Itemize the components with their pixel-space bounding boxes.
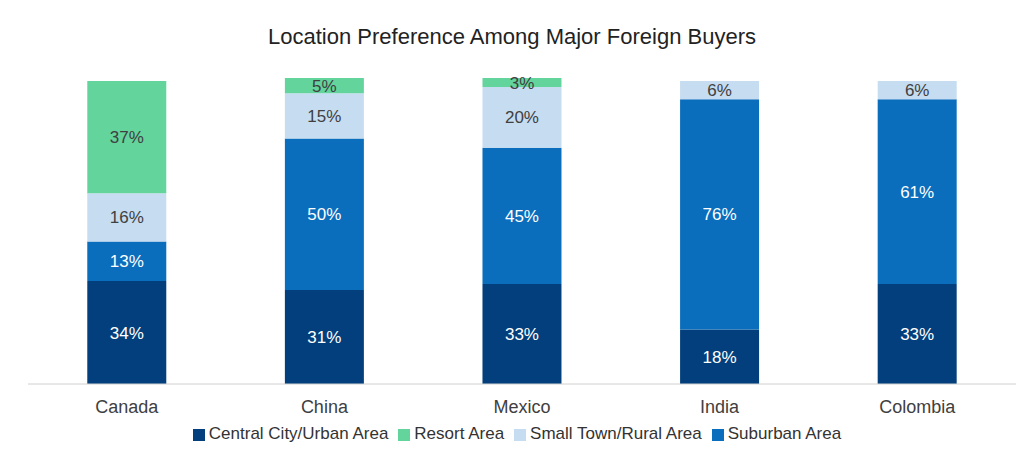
- svg-text:50%: 50%: [307, 205, 341, 224]
- html-text:Small Town/Rural Area: Small Town/Rural Area: [530, 424, 702, 443]
- html-text:Suburban Area: Suburban Area: [727, 424, 842, 443]
- html-text:Resort Area: Resort Area: [414, 424, 505, 443]
- html-text:Location Preference Among Majo: Location Preference Among Major Foreign …: [268, 24, 756, 49]
- svg-text:China: China: [301, 397, 349, 417]
- svg-text:6%: 6%: [905, 81, 930, 100]
- svg-text:3%: 3%: [510, 74, 535, 93]
- svg-text:31%: 31%: [307, 328, 341, 347]
- svg-text:61%: 61%: [900, 183, 934, 202]
- svg-text:76%: 76%: [703, 205, 737, 224]
- svg-text:Mexico: Mexico: [493, 397, 550, 417]
- svg-text:13%: 13%: [110, 252, 144, 271]
- svg-text:Canada: Canada: [95, 397, 159, 417]
- svg-text:37%: 37%: [110, 128, 144, 147]
- svg-text:6%: 6%: [707, 81, 732, 100]
- svg-text:India: India: [700, 397, 740, 417]
- html-text:Central City/Urban Area: Central City/Urban Area: [208, 424, 389, 443]
- svg-text:5%: 5%: [312, 77, 337, 96]
- svg-text:45%: 45%: [505, 207, 539, 226]
- svg-text:16%: 16%: [110, 208, 144, 227]
- svg-text:18%: 18%: [703, 348, 737, 367]
- svg-text:33%: 33%: [900, 325, 934, 344]
- svg-text:34%: 34%: [110, 324, 144, 343]
- svg-text:20%: 20%: [505, 108, 539, 127]
- svg-text:33%: 33%: [505, 325, 539, 344]
- svg-text:15%: 15%: [307, 107, 341, 126]
- svg-text:Colombia: Colombia: [879, 397, 956, 417]
